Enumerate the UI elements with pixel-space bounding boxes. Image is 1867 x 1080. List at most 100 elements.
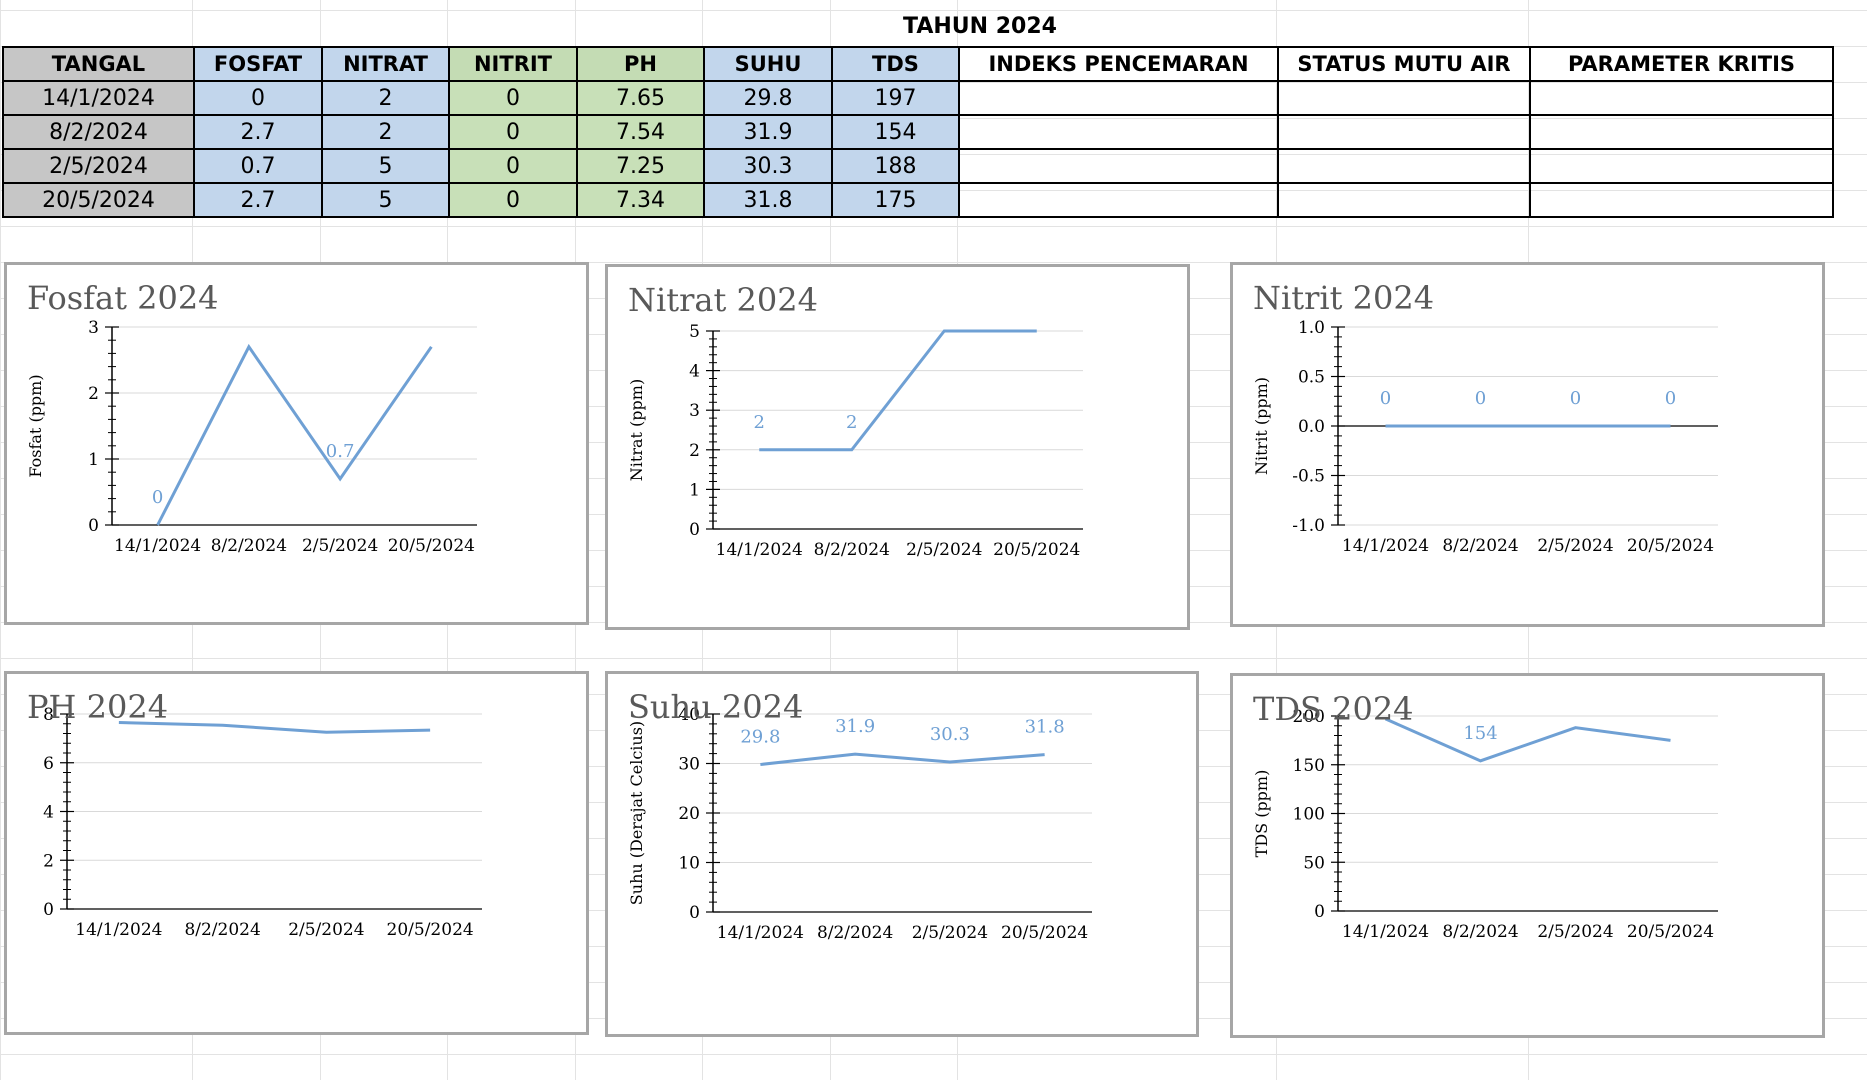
header-status-mutu-air[interactable]: STATUS MUTU AIR <box>1277 46 1531 82</box>
data-point[interactable] <box>946 758 954 766</box>
cell-parameter-kritis[interactable] <box>1529 114 1834 150</box>
cell-ph[interactable]: 7.54 <box>576 114 705 150</box>
chart-nitrat[interactable]: 0 1 2 3 4 5 14/1/2024 8/2/2024 2/5/2024 20/5/2024… <box>605 264 1190 630</box>
x-tick-label: 2/5/2024 <box>288 920 364 940</box>
data-point[interactable] <box>1382 422 1390 430</box>
header-tangal[interactable]: TANGAL <box>2 46 195 82</box>
cell-tanggal[interactable]: 14/1/2024 <box>2 80 195 116</box>
header-suhu[interactable]: SUHU <box>703 46 833 82</box>
cell-nitrat[interactable]: 2 <box>321 114 450 150</box>
cell-suhu[interactable]: 30.3 <box>703 148 833 184</box>
y-axis-label: Nitrat (ppm) <box>627 379 646 481</box>
data-point[interactable] <box>219 721 227 729</box>
data-point[interactable] <box>427 343 435 351</box>
cell-indeks-pencemaran[interactable] <box>958 182 1279 218</box>
chart-tds[interactable]: 0 50 100 150 200 14/1/2024 8/2/2024 2/5/2024 20/… <box>1230 673 1825 1038</box>
chart-suhu[interactable]: 0 10 20 30 40 14/1/2024 8/2/2024 2/5/2024 20/5/2… <box>605 671 1199 1037</box>
y-tick-label: 0 <box>689 903 700 923</box>
data-point[interactable] <box>940 327 948 335</box>
series-line[interactable] <box>156 343 433 526</box>
cell-parameter-kritis[interactable] <box>1529 148 1834 184</box>
y-tick-label: 8 <box>43 705 54 725</box>
header-fosfat[interactable]: FOSFAT <box>193 46 323 82</box>
cell-tanggal[interactable]: 8/2/2024 <box>2 114 195 150</box>
header-tds[interactable]: TDS <box>831 46 960 82</box>
series-line[interactable] <box>760 752 1045 766</box>
data-point[interactable] <box>1041 751 1049 759</box>
cell-parameter-kritis[interactable] <box>1529 182 1834 218</box>
chart-nitrit[interactable]: -1.0 -0.5 0.0 0.5 1.0 14/1/2024 8/2/2024 2/5/20… <box>1230 262 1825 627</box>
cell-nitrat[interactable]: 2 <box>321 80 450 116</box>
cell-nitrit[interactable]: 0 <box>448 114 578 150</box>
chart-ph[interactable]: 0 2 4 6 8 14/1/2024 8/2/2024 2/5/2024 20/5/2024 … <box>4 671 589 1035</box>
cell-indeks-pencemaran[interactable] <box>958 148 1279 184</box>
cell-nitrat[interactable]: 5 <box>321 148 450 184</box>
cell-tds[interactable]: 175 <box>831 182 960 218</box>
cell-ph[interactable]: 7.34 <box>576 182 705 218</box>
cell-tds[interactable]: 154 <box>831 114 960 150</box>
cell-indeks-pencemaran[interactable] <box>958 80 1279 116</box>
y-axis-label: Nitrit (ppm) <box>1252 377 1271 475</box>
cell-suhu[interactable]: 31.9 <box>703 114 833 150</box>
cell-tds[interactable]: 188 <box>831 148 960 184</box>
x-tick-label: 8/2/2024 <box>184 920 260 940</box>
data-point[interactable] <box>154 521 162 529</box>
series-line[interactable] <box>759 329 1037 452</box>
cell-status-mutu-air[interactable] <box>1277 182 1531 218</box>
chart-title: TDS 2024 <box>1253 690 1414 728</box>
header-nitrat[interactable]: NITRAT <box>321 46 450 82</box>
cell-suhu[interactable]: 29.8 <box>703 80 833 116</box>
cell-ph[interactable]: 7.65 <box>576 80 705 116</box>
cell-tanggal[interactable]: 2/5/2024 <box>2 148 195 184</box>
data-point[interactable] <box>851 750 859 758</box>
sheet-title[interactable]: TAHUN 2024 <box>903 14 1057 39</box>
y-tick-label: 150 <box>1293 756 1325 776</box>
cell-status-mutu-air[interactable] <box>1277 148 1531 184</box>
cell-fosfat[interactable]: 0 <box>193 80 323 116</box>
cell-suhu[interactable]: 31.8 <box>703 182 833 218</box>
data-point[interactable] <box>322 728 330 736</box>
cell-status-mutu-air[interactable] <box>1277 114 1531 150</box>
header-nitrit[interactable]: NITRIT <box>448 46 578 82</box>
cell-tanggal[interactable]: 20/5/2024 <box>2 182 195 218</box>
data-label: 31.8 <box>1025 717 1065 738</box>
data-point[interactable] <box>848 446 856 454</box>
data-point[interactable] <box>755 446 763 454</box>
data-point[interactable] <box>1033 327 1041 335</box>
data-point[interactable] <box>1572 422 1580 430</box>
cell-status-mutu-air[interactable] <box>1277 80 1531 116</box>
cell-ph[interactable]: 7.25 <box>576 148 705 184</box>
y-tick-label: 20 <box>678 804 700 824</box>
data-point[interactable] <box>336 475 344 483</box>
cell-parameter-kritis[interactable] <box>1529 80 1834 116</box>
series-line[interactable] <box>1384 717 1671 763</box>
header-ph[interactable]: PH <box>576 46 705 82</box>
header-parameter-kritis[interactable]: PARAMETER KRITIS <box>1529 46 1834 82</box>
series-line[interactable] <box>118 721 431 734</box>
y-tick-label: 2 <box>689 441 700 461</box>
cell-nitrit[interactable]: 0 <box>448 80 578 116</box>
chart-fosfat[interactable]: 0 1 2 3 14/1/2024 8/2/2024 2/5/2024 20/5/2024 Fo… <box>4 262 589 625</box>
cell-fosfat[interactable]: 0.7 <box>193 148 323 184</box>
data-point[interactable] <box>1667 736 1675 744</box>
data-point[interactable] <box>1667 422 1675 430</box>
cell-fosfat[interactable]: 2.7 <box>193 114 323 150</box>
cell-nitrat[interactable]: 5 <box>321 182 450 218</box>
cell-indeks-pencemaran[interactable] <box>958 114 1279 150</box>
header-indeks-pencemaran[interactable]: INDEKS PENCEMARAN <box>958 46 1279 82</box>
chart-tds-svg: 0 50 100 150 200 14/1/2024 8/2/2024 2/5/2024 20/… <box>1252 707 1718 942</box>
cell-fosfat[interactable]: 2.7 <box>193 182 323 218</box>
header-row: TANGAL FOSFAT NITRAT NITRIT PH SUHU TDS … <box>2 46 1834 82</box>
data-point[interactable] <box>756 760 764 768</box>
y-tick-label: 3 <box>689 401 700 421</box>
y-tick-label: 0 <box>88 516 99 536</box>
data-point[interactable] <box>1572 724 1580 732</box>
cell-nitrit[interactable]: 0 <box>448 182 578 218</box>
data-point[interactable] <box>1477 422 1485 430</box>
data-point[interactable] <box>1477 757 1485 765</box>
data-point[interactable] <box>426 726 434 734</box>
cell-nitrit[interactable]: 0 <box>448 148 578 184</box>
data-point[interactable] <box>245 343 253 351</box>
data-label: 31.9 <box>835 716 875 737</box>
cell-tds[interactable]: 197 <box>831 80 960 116</box>
